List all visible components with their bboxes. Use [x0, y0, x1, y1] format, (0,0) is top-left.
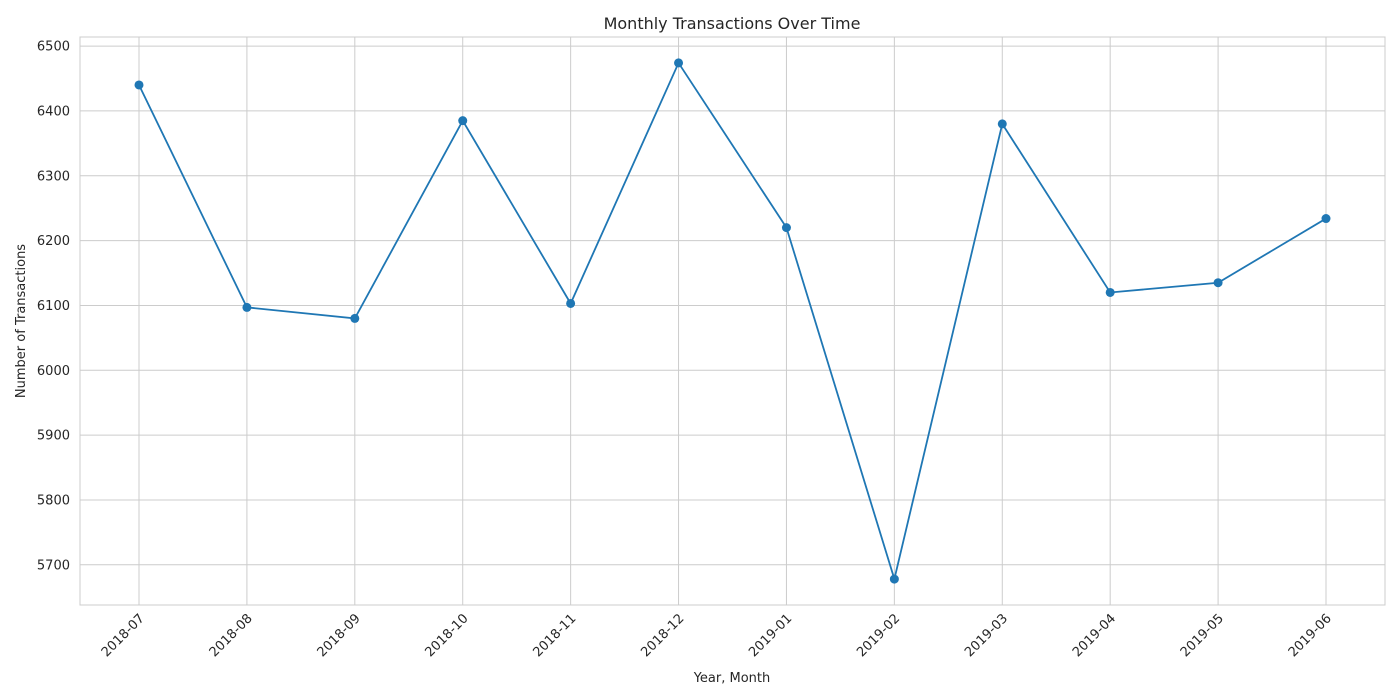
plot-frame	[79, 36, 1386, 606]
x-tick-label: 2018-10	[423, 611, 472, 660]
y-tick-label: 5800	[37, 493, 70, 508]
x-tick-label: 2019-06	[1286, 611, 1335, 660]
data-point	[242, 302, 252, 312]
x-tick-label: 2019-01	[746, 611, 795, 660]
y-tick-label: 6300	[37, 169, 70, 184]
chart-title: Monthly Transactions Over Time	[604, 14, 861, 33]
data-point	[566, 298, 576, 308]
data-point	[1213, 278, 1223, 288]
x-tick-label: 2019-05	[1178, 611, 1227, 660]
data-points	[134, 58, 1331, 584]
series-line	[138, 61, 1327, 583]
x-tick-label: 2019-02	[854, 611, 903, 660]
data-point	[134, 80, 144, 90]
data-point	[889, 574, 899, 584]
data-point	[1105, 287, 1115, 297]
x-tick-label: 2018-12	[638, 611, 687, 660]
data-point	[674, 58, 684, 68]
x-tick-label: 2018-08	[207, 611, 256, 660]
y-tick-label: 5700	[37, 558, 70, 573]
data-point	[350, 313, 360, 323]
y-tick-label: 6400	[37, 104, 70, 119]
data-point	[1321, 214, 1331, 224]
y-tick-label: 6000	[37, 364, 70, 379]
x-tick-label: 2019-03	[962, 611, 1011, 660]
y-axis-ticks: 5700 5800 5900 6000 6100 6200 6300 6400 6500	[37, 40, 70, 574]
x-axis-label: Year, Month	[693, 671, 771, 686]
grid-lines	[80, 37, 1385, 605]
y-tick-label: 6100	[37, 299, 70, 314]
y-axis-label: Number of Transactions	[14, 244, 29, 398]
x-axis-ticks: 2018-07 2018-08 2018-09 2018-10 2018-11 2018-…	[99, 611, 1335, 660]
data-point	[458, 116, 468, 126]
y-tick-label: 6200	[37, 234, 70, 249]
y-tick-label: 5900	[37, 429, 70, 444]
y-tick-label: 6500	[37, 40, 70, 55]
x-tick-label: 2018-11	[530, 611, 579, 660]
data-point	[997, 119, 1007, 129]
x-tick-label: 2018-09	[315, 611, 364, 660]
data-point	[781, 223, 791, 233]
x-tick-label: 2018-07	[99, 611, 148, 660]
x-tick-label: 2019-04	[1070, 611, 1119, 660]
